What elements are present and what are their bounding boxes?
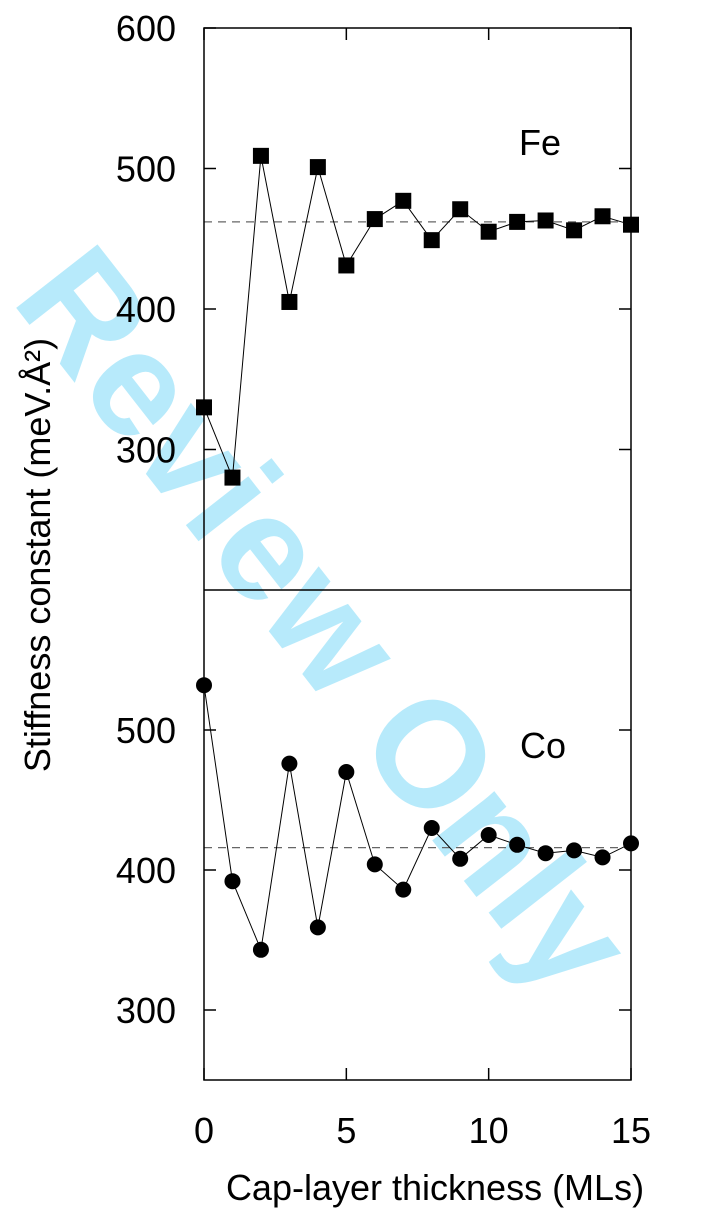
y-tick-label: 400	[116, 850, 176, 891]
fe-panel: 300 400 500 600 Fe	[116, 8, 639, 486]
x-tick-label: 0	[194, 1110, 214, 1151]
axes: 0 5 10 15	[194, 27, 651, 1151]
y-tick-label: 600	[116, 8, 176, 49]
data-point	[509, 836, 526, 853]
data-point	[309, 919, 326, 936]
series-label: Co	[520, 725, 566, 766]
data-point	[338, 257, 355, 274]
data-point	[423, 820, 440, 836]
data-point	[537, 212, 554, 229]
data-point	[252, 147, 269, 164]
data-point	[309, 159, 326, 176]
data-point	[594, 208, 611, 225]
data-point	[338, 764, 355, 780]
data-point	[423, 232, 440, 249]
data-point	[537, 845, 554, 862]
x-tick-label: 10	[469, 1110, 509, 1151]
y-tick-label: 400	[116, 289, 176, 330]
series-line	[203, 155, 632, 478]
plot-frame	[203, 27, 632, 1081]
y-axis-label: Stiffness constant (meV.Å²)	[17, 338, 58, 772]
co-panel: 300 400 500 Co	[116, 677, 639, 1031]
data-point	[452, 850, 469, 867]
x-tick-label: 15	[611, 1110, 651, 1151]
data-point	[594, 849, 611, 866]
y-tick-label: 300	[116, 990, 176, 1031]
y-tick-label: 500	[116, 149, 176, 190]
data-point	[366, 856, 383, 873]
data-point	[509, 213, 526, 230]
data-point	[566, 222, 583, 239]
data-point	[395, 881, 412, 898]
data-point	[281, 755, 298, 772]
data-point	[366, 211, 383, 228]
data-point	[281, 293, 298, 310]
watermark: Review Only	[0, 216, 666, 1022]
data-point	[252, 941, 269, 958]
x-tick-label: 5	[336, 1110, 356, 1151]
series-line	[203, 685, 632, 952]
x-axis-label: Cap-layer thickness (MLs)	[226, 1167, 644, 1208]
series-label: Fe	[519, 122, 561, 163]
data-point	[480, 827, 497, 843]
data-point	[566, 842, 583, 859]
y-tick-label: 500	[116, 710, 176, 751]
data-point	[480, 223, 497, 240]
data-point	[395, 192, 412, 209]
data-point	[452, 201, 469, 218]
y-tick-label: 300	[116, 430, 176, 471]
data-point	[224, 469, 241, 486]
data-point	[224, 873, 241, 890]
